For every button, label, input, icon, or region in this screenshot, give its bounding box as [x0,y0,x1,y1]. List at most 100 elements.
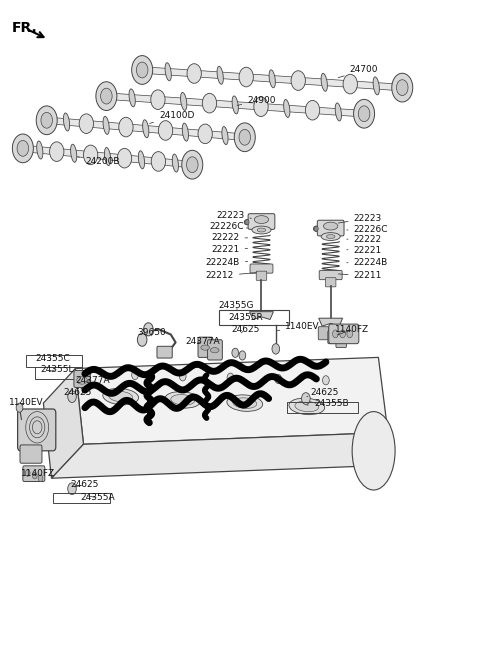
Text: 22212: 22212 [205,271,256,280]
Polygon shape [43,369,84,478]
Ellipse shape [222,127,228,144]
Circle shape [245,220,249,225]
Circle shape [182,150,203,179]
Circle shape [272,344,280,354]
Polygon shape [51,432,388,478]
Text: 24355R: 24355R [228,313,263,322]
Circle shape [38,475,43,482]
Ellipse shape [105,148,111,165]
Text: 1140FZ: 1140FZ [335,325,369,335]
Text: 24355B: 24355B [307,399,348,407]
Ellipse shape [269,70,276,88]
Text: 1140EV: 1140EV [277,322,320,331]
Text: 22221: 22221 [211,245,248,254]
Polygon shape [142,67,402,91]
Circle shape [232,348,239,358]
Text: 1140FZ: 1140FZ [22,468,56,478]
Circle shape [158,121,173,140]
Text: 22226C: 22226C [209,222,248,232]
Ellipse shape [77,377,87,384]
Text: 22226C: 22226C [347,225,388,234]
Circle shape [101,88,112,104]
Circle shape [347,330,353,338]
Ellipse shape [182,123,189,141]
Circle shape [343,74,358,94]
Circle shape [227,373,234,382]
FancyBboxPatch shape [248,214,275,230]
Text: 22221: 22221 [347,246,382,255]
Ellipse shape [63,113,70,131]
Ellipse shape [244,220,250,225]
Circle shape [137,333,147,346]
Ellipse shape [210,348,219,353]
Polygon shape [47,117,245,140]
Ellipse shape [143,120,149,138]
Circle shape [275,375,281,384]
Ellipse shape [37,141,43,159]
Text: FR.: FR. [12,20,37,35]
Circle shape [358,106,370,121]
Circle shape [239,129,251,145]
FancyBboxPatch shape [207,340,222,360]
Circle shape [198,124,212,144]
Ellipse shape [109,391,132,402]
Text: 24625: 24625 [307,388,339,397]
Text: 22223: 22223 [338,214,382,223]
Ellipse shape [254,216,269,224]
Ellipse shape [138,151,144,169]
Circle shape [354,99,374,128]
Text: 22224B: 22224B [205,258,248,267]
Ellipse shape [165,63,171,81]
Ellipse shape [289,398,324,415]
Text: 24355A: 24355A [80,493,115,502]
Text: 1140EV: 1140EV [9,398,43,407]
FancyBboxPatch shape [20,445,42,463]
FancyBboxPatch shape [325,277,336,287]
FancyBboxPatch shape [318,327,329,340]
Circle shape [68,483,76,495]
Circle shape [301,393,310,405]
FancyBboxPatch shape [328,331,338,344]
Text: 24700: 24700 [338,66,378,77]
Ellipse shape [180,92,187,110]
Ellipse shape [217,66,223,84]
Polygon shape [75,358,388,444]
Ellipse shape [103,388,139,405]
Circle shape [305,100,320,120]
Text: 24200B: 24200B [78,157,120,166]
Circle shape [314,226,318,232]
Ellipse shape [326,235,335,239]
Ellipse shape [201,345,209,350]
Circle shape [17,140,29,156]
Ellipse shape [227,395,263,411]
Circle shape [79,114,94,133]
Ellipse shape [321,233,340,241]
Ellipse shape [295,401,319,412]
Circle shape [180,372,186,381]
Text: 24625: 24625 [71,480,99,489]
Text: 22224B: 22224B [347,258,388,267]
Text: 24377A: 24377A [185,337,220,346]
FancyBboxPatch shape [256,271,267,280]
Text: 22222: 22222 [347,235,382,243]
Circle shape [254,97,268,117]
Circle shape [239,351,246,360]
FancyBboxPatch shape [329,324,359,344]
Ellipse shape [71,144,77,162]
Text: 24900: 24900 [237,96,276,106]
FancyBboxPatch shape [157,346,172,358]
Polygon shape [106,93,364,117]
Circle shape [36,106,57,134]
Ellipse shape [373,77,379,95]
Text: 24100D: 24100D [150,112,194,123]
Circle shape [132,371,138,380]
Circle shape [49,142,64,161]
FancyBboxPatch shape [336,335,347,348]
Ellipse shape [313,226,319,232]
Ellipse shape [171,394,195,405]
Ellipse shape [321,73,327,91]
Circle shape [187,157,198,173]
Text: 24355C: 24355C [36,354,71,363]
Circle shape [84,145,98,165]
Circle shape [144,323,153,336]
